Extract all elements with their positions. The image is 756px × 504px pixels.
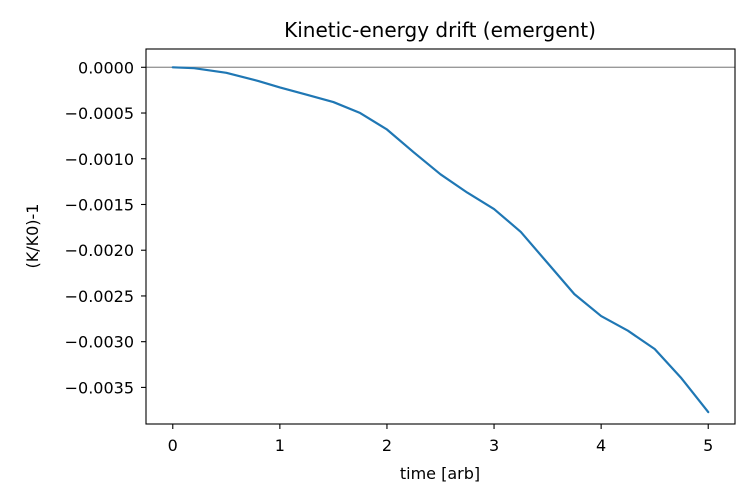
y-tick-label: −0.0010 [65, 150, 134, 169]
series-line-0 [171, 66, 710, 414]
y-tick-label: −0.0025 [65, 287, 134, 306]
x-tick-label: 5 [703, 436, 713, 455]
plot-frame [145, 48, 736, 425]
x-tick-label: 3 [489, 436, 499, 455]
y-tick-label: −0.0015 [65, 195, 134, 214]
x-tick-label: 2 [382, 436, 392, 455]
plot-area: 0 1 2 3 4 5 0.0000 −0.0005 −0.0010 −0.0015 −0.0020… [65, 48, 736, 455]
x-tick-label: 4 [596, 436, 606, 455]
y-tick-label: −0.0035 [65, 378, 134, 397]
y-tick-label: −0.0005 [65, 104, 134, 123]
chart-title: Kinetic-energy drift (emergent) [284, 18, 596, 42]
x-tick-label: 0 [168, 436, 178, 455]
x-tick-label: 1 [275, 436, 285, 455]
y-tick-label: −0.0020 [65, 241, 134, 260]
y-axis-label: (K/K0)-1 [23, 204, 42, 269]
y-tick-label: −0.0030 [65, 333, 134, 352]
y-tick-label: 0.0000 [78, 58, 134, 77]
x-axis-label: time [arb] [400, 464, 480, 483]
